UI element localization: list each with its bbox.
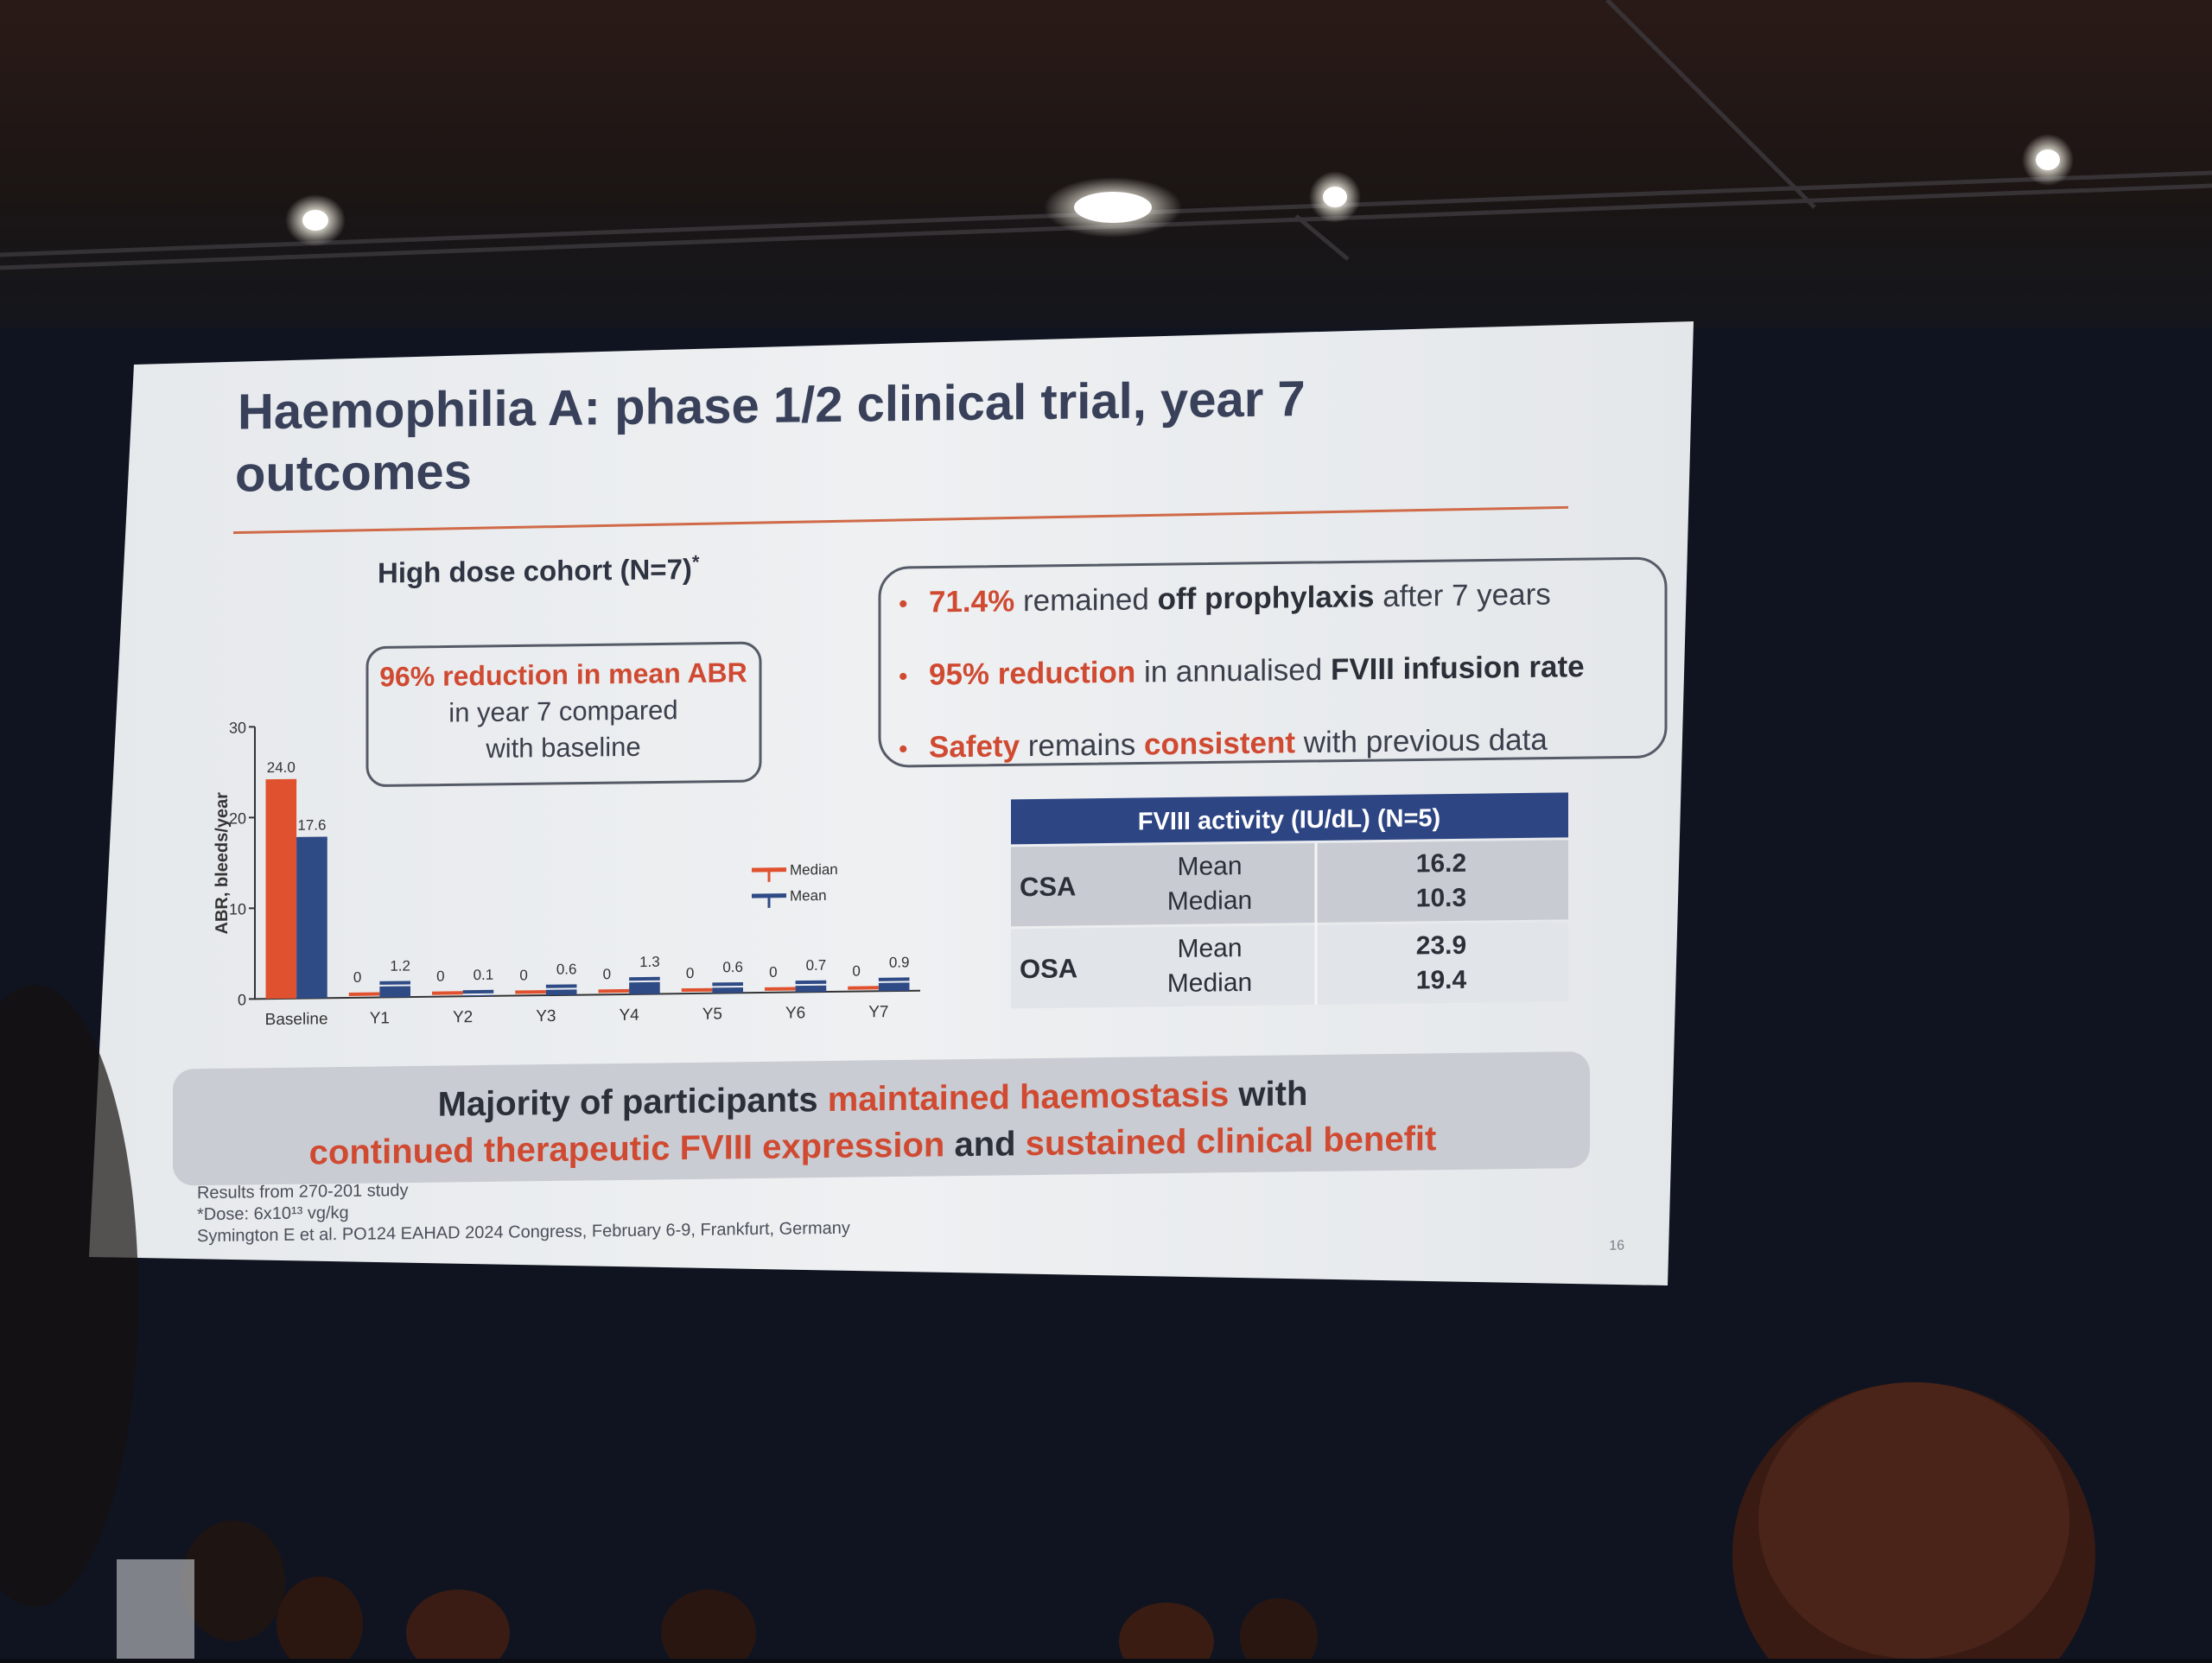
data-label: 0.9 bbox=[889, 954, 910, 970]
bullet-item-1: • 71.4% remained off prophylaxis after 7… bbox=[899, 578, 1551, 619]
bullet-item-2: • 95% reduction in annualised FVIII infu… bbox=[899, 650, 1585, 692]
bullet-list: • 71.4% remained off prophylaxis after 7… bbox=[899, 577, 1585, 765]
data-label: 0 bbox=[686, 965, 694, 981]
page-number: 16 bbox=[1609, 1238, 1624, 1253]
svg-text:71.4% remained off prophylaxis: 71.4% remained off prophylaxis after 7 y… bbox=[929, 578, 1551, 619]
data-label: 0 bbox=[769, 964, 777, 981]
row-group-csa: CSA bbox=[1020, 871, 1076, 902]
y-tick-label: 30 bbox=[229, 719, 246, 736]
data-label: 0 bbox=[436, 968, 444, 985]
footnote-study: Results from 270-201 study bbox=[197, 1181, 409, 1203]
y-axis-label: ABR, bleeds/year bbox=[213, 792, 232, 935]
legend-label: Median bbox=[790, 861, 838, 879]
bar-mean bbox=[379, 986, 410, 997]
bar-mean bbox=[796, 986, 827, 993]
bar-mean bbox=[879, 982, 910, 991]
row-value: 10.3 bbox=[1416, 884, 1466, 913]
svg-text:•: • bbox=[899, 735, 908, 764]
x-tick-label: Y2 bbox=[453, 1008, 473, 1026]
bar-mean bbox=[629, 982, 660, 994]
data-label: 1.3 bbox=[639, 954, 660, 970]
footnote-dose: *Dose: 6x10¹³ vg/kg bbox=[197, 1203, 349, 1224]
x-tick-label: Y5 bbox=[702, 1006, 722, 1024]
data-label: 0.1 bbox=[474, 967, 494, 983]
svg-text:95% reduction in annualised FV: 95% reduction in annualised FVIII infusi… bbox=[929, 650, 1585, 691]
callout-line2: in year 7 compared bbox=[448, 695, 677, 727]
bar-mean bbox=[712, 987, 743, 993]
table-row bbox=[1011, 840, 1568, 926]
cohort-label: High dose cohort (N=7)* bbox=[378, 551, 700, 589]
data-label: 17.6 bbox=[297, 816, 326, 833]
svg-text:•: • bbox=[899, 590, 908, 619]
row-value: 23.9 bbox=[1416, 931, 1466, 961]
x-tick-label: Y1 bbox=[370, 1009, 390, 1027]
data-label: 0 bbox=[519, 967, 527, 983]
row-stat: Mean bbox=[1177, 852, 1242, 881]
data-label: 24.0 bbox=[267, 759, 296, 776]
row-stat: Median bbox=[1167, 886, 1252, 916]
data-label: 0.6 bbox=[556, 961, 577, 977]
data-label: 0 bbox=[603, 966, 611, 982]
row-group-osa: OSA bbox=[1020, 953, 1077, 984]
data-label: 0.7 bbox=[806, 957, 827, 974]
title-divider bbox=[233, 507, 1568, 532]
bar-mean bbox=[296, 838, 327, 998]
slide-title-line2: outcomes bbox=[235, 443, 472, 502]
data-label: 1.2 bbox=[390, 957, 410, 974]
data-label: 0.6 bbox=[722, 959, 743, 975]
x-tick-label: Y4 bbox=[620, 1006, 640, 1025]
data-label: 0 bbox=[353, 969, 361, 986]
data-label: 0 bbox=[852, 963, 860, 980]
table-header-text: FVIII activity (IU/dL) (N=5) bbox=[1138, 804, 1440, 835]
svg-text:•: • bbox=[899, 663, 908, 691]
slide-title-line1: Haemophilia A: phase 1/2 clinical trial,… bbox=[238, 371, 1306, 440]
callout-line3: with baseline bbox=[485, 732, 640, 764]
x-tick-label: Y7 bbox=[868, 1003, 888, 1021]
row-value: 16.2 bbox=[1416, 849, 1466, 879]
legend-label: Mean bbox=[790, 887, 827, 904]
x-tick-label: Y3 bbox=[536, 1007, 556, 1025]
fviii-activity-table: FVIII activity (IU/dL) (N=5) CSA Mean Me… bbox=[1011, 792, 1568, 1008]
row-stat: Mean bbox=[1177, 934, 1242, 963]
callout-line1: 96% reduction in mean ABR bbox=[379, 657, 747, 692]
y-tick-label: 0 bbox=[238, 991, 246, 1008]
x-tick-label: Baseline bbox=[265, 1010, 328, 1029]
bar-mean bbox=[546, 989, 577, 995]
table-row bbox=[1011, 922, 1568, 1008]
svg-text:Safety remains consistent with: Safety remains consistent with previous … bbox=[929, 723, 1548, 765]
row-value: 19.4 bbox=[1416, 966, 1467, 995]
x-tick-label: Y6 bbox=[785, 1004, 805, 1022]
row-stat: Median bbox=[1167, 968, 1252, 998]
bar-median bbox=[266, 781, 297, 999]
